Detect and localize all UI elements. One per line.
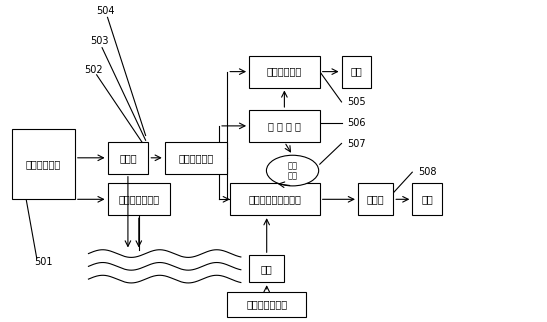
Text: 冲栏水处理设备: 冲栏水处理设备 [118,194,159,204]
Text: 506: 506 [347,118,365,128]
Text: 肥液池: 肥液池 [366,194,385,204]
Text: 农用: 农用 [351,67,362,77]
Text: 508: 508 [418,167,436,177]
Text: 热 水 锅 炉: 热 水 锅 炉 [268,121,301,131]
Text: 505: 505 [347,97,365,107]
Text: 固体发酵系统: 固体发酵系统 [267,67,302,77]
FancyBboxPatch shape [412,183,442,215]
Text: 吊篮: 吊篮 [261,264,272,274]
FancyBboxPatch shape [108,142,148,174]
Text: 集粪池: 集粪池 [119,153,137,163]
FancyBboxPatch shape [165,142,227,174]
Text: 503: 503 [90,36,109,46]
Text: 507: 507 [347,139,365,149]
FancyBboxPatch shape [230,183,320,215]
FancyBboxPatch shape [249,255,284,282]
Text: 501: 501 [34,257,53,267]
Text: 源头分离猪舍: 源头分离猪舍 [26,159,61,169]
FancyBboxPatch shape [249,110,320,142]
FancyBboxPatch shape [12,129,75,199]
Text: 循环
水泵: 循环 水泵 [288,161,298,180]
Text: 液体保温发酵反应器: 液体保温发酵反应器 [248,194,301,204]
FancyBboxPatch shape [108,183,170,215]
Circle shape [266,155,319,186]
FancyBboxPatch shape [249,56,320,88]
FancyBboxPatch shape [341,56,371,88]
FancyBboxPatch shape [358,183,393,215]
FancyBboxPatch shape [227,292,306,317]
Text: 504: 504 [97,6,115,16]
Text: 固液分离装置: 固液分离装置 [178,153,213,163]
Text: 农用: 农用 [421,194,433,204]
Text: 502: 502 [84,65,103,75]
Text: 病死猪、胎盘等: 病死猪、胎盘等 [246,300,287,310]
